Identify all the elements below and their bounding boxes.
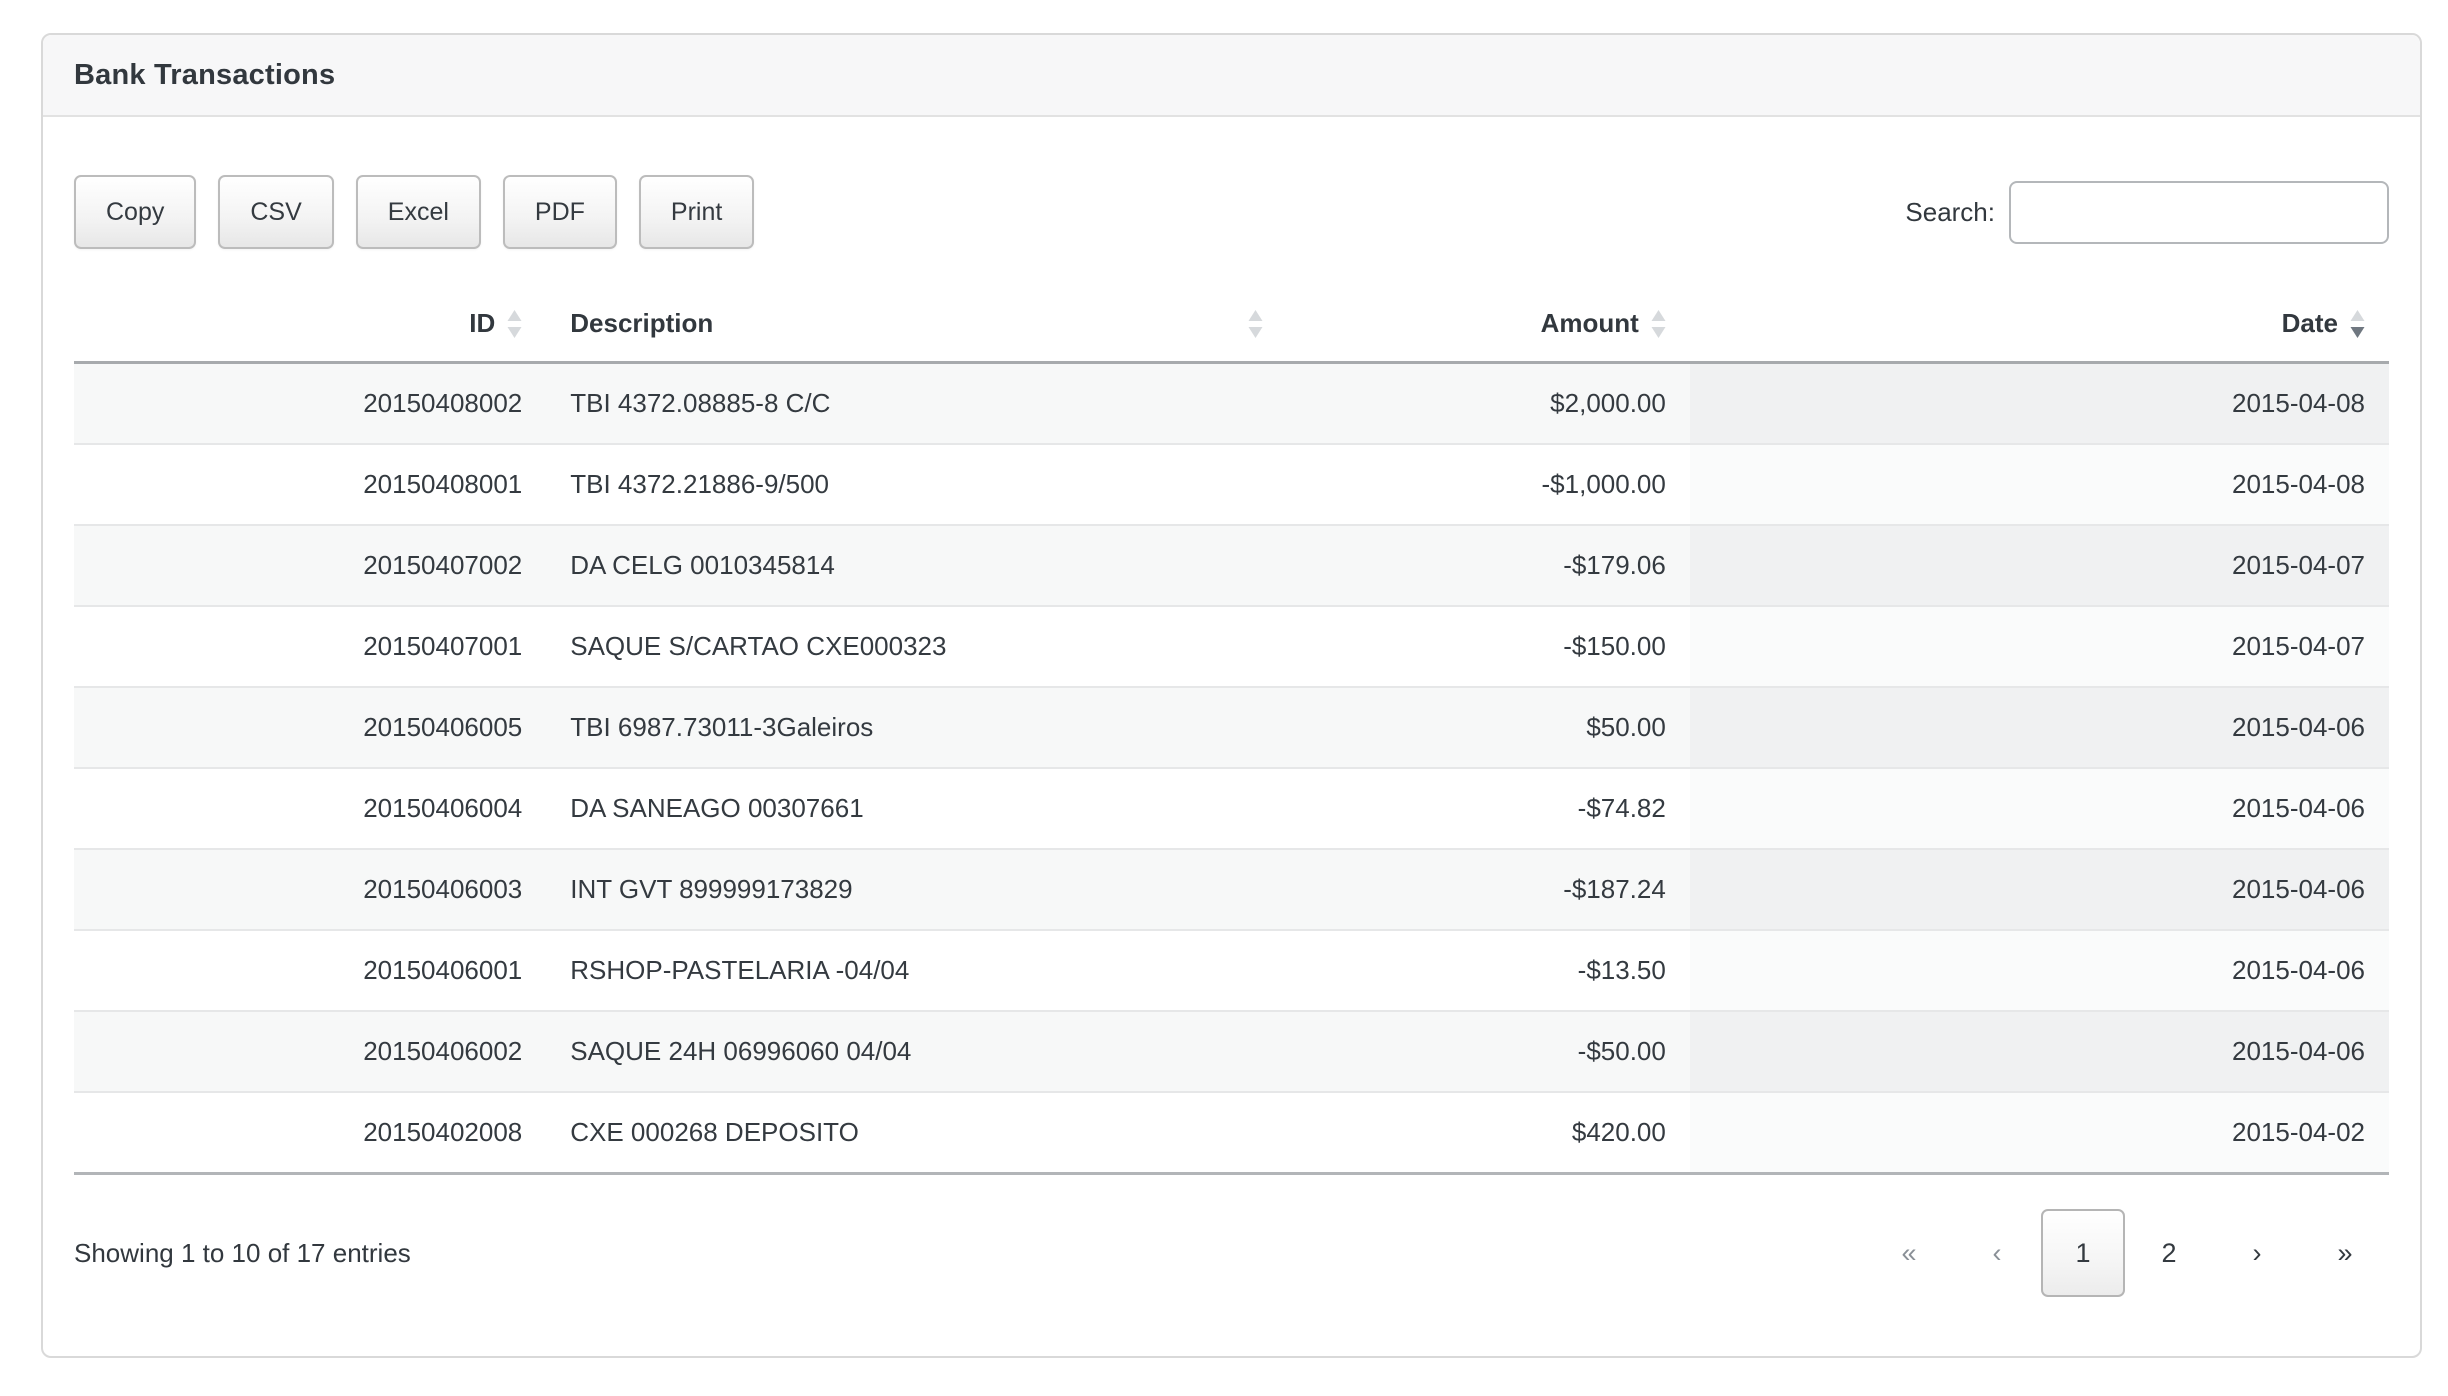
transactions-table: ID Description Amount [74,288,2389,1175]
cell-description: DA SANEAGO 00307661 [546,768,1288,850]
cell-amount: -$13.50 [1287,930,1690,1012]
cell-id: 20150407002 [74,525,547,607]
cell-date: 2015-04-08 [1689,444,2389,526]
table-footer: Showing 1 to 10 of 17 entries « ‹ 1 2 › » [74,1209,2389,1297]
table-row: 20150402008 CXE 000268 DEPOSITO $420.00 201… [74,1092,2389,1175]
column-header-description[interactable]: Description [546,288,1288,364]
cell-amount: -$187.24 [1287,849,1690,931]
cell-amount: -$74.82 [1287,768,1690,850]
cell-date: 2015-04-07 [1689,525,2389,607]
sort-icon [507,309,522,339]
excel-button[interactable]: Excel [355,175,481,249]
cell-date: 2015-04-06 [1689,687,2389,769]
print-button[interactable]: Print [638,175,755,249]
cell-description: CXE 000268 DEPOSITO [546,1092,1288,1175]
pagination: « ‹ 1 2 › » [1865,1209,2389,1297]
table-body: 20150408002 TBI 4372.08885-8 C/C $2,000.00… [74,362,2389,1175]
cell-date: 2015-04-02 [1689,1092,2389,1175]
header-row: ID Description Amount [74,288,2389,364]
cell-id: 20150407001 [74,606,547,688]
column-label-description: Description [570,308,714,338]
pagination-next[interactable]: › [2252,1237,2262,1268]
pagination-first[interactable]: « [1901,1237,1917,1268]
column-label-amount: Amount [1540,308,1639,338]
panel-body: Copy CSV Excel PDF Print Search: ID [43,117,2420,1297]
bank-transactions-panel: Bank Transactions Copy CSV Excel PDF Pri… [41,33,2422,1358]
cell-amount: -$50.00 [1287,1011,1690,1093]
export-button-group: Copy CSV Excel PDF Print [74,175,755,249]
cell-id: 20150406005 [74,687,547,769]
cell-amount: -$1,000.00 [1287,444,1690,526]
table-row: 20150406005 TBI 6987.73011-3Galeiros $50.0… [74,687,2389,769]
table-row: 20150407002 DA CELG 0010345814 -$179.06 201… [74,525,2389,607]
cell-date: 2015-04-06 [1689,849,2389,931]
search-label: Search: [1905,196,1995,227]
pagination-page-2[interactable]: 2 [2161,1237,2177,1268]
column-label-date: Date [2281,308,2338,338]
cell-amount: -$179.06 [1287,525,1690,607]
table-toolbar: Copy CSV Excel PDF Print Search: [74,175,2389,249]
column-header-id[interactable]: ID [74,288,547,364]
cell-amount: $2,000.00 [1287,362,1690,445]
table-row: 20150406002 SAQUE 24H 06996060 04/04 -$50.… [74,1011,2389,1093]
cell-description: SAQUE S/CARTAO CXE000323 [546,606,1288,688]
cell-id: 20150408002 [74,362,547,445]
search-box: Search: [1905,180,2389,244]
table-row: 20150408001 TBI 4372.21886-9/500 -$1,000.0… [74,444,2389,526]
sort-icon [1651,309,1666,339]
cell-amount: -$150.00 [1287,606,1690,688]
panel-header: Bank Transactions [43,35,2420,117]
table-row: 20150406001 RSHOP-PASTELARIA -04/04 -$13.5… [74,930,2389,1012]
cell-date: 2015-04-06 [1689,768,2389,850]
sort-icon [1248,309,1263,339]
cell-description: TBI 6987.73011-3Galeiros [546,687,1288,769]
column-label-id: ID [469,308,496,338]
page-title: Bank Transactions [74,58,336,91]
cell-id: 20150406002 [74,1011,547,1093]
cell-description: TBI 4372.21886-9/500 [546,444,1288,526]
search-input[interactable] [2009,180,2389,244]
cell-id: 20150406003 [74,849,547,931]
cell-amount: $50.00 [1287,687,1690,769]
cell-id: 20150402008 [74,1092,547,1175]
pagination-previous[interactable]: ‹ [1992,1237,2002,1268]
csv-button[interactable]: CSV [218,175,334,249]
cell-description: TBI 4372.08885-8 C/C [546,362,1288,445]
cell-id: 20150406004 [74,768,547,850]
column-header-amount[interactable]: Amount [1287,288,1690,364]
column-header-date[interactable]: Date [1689,288,2389,364]
cell-date: 2015-04-07 [1689,606,2389,688]
cell-amount: $420.00 [1287,1092,1690,1175]
copy-button[interactable]: Copy [74,175,197,249]
entries-info: Showing 1 to 10 of 17 entries [74,1237,411,1268]
cell-description: RSHOP-PASTELARIA -04/04 [546,930,1288,1012]
pdf-button[interactable]: PDF [502,175,617,249]
cell-date: 2015-04-08 [1689,362,2389,445]
pagination-page-1[interactable]: 1 [2041,1209,2125,1297]
table-row: 20150408002 TBI 4372.08885-8 C/C $2,000.00… [74,362,2389,445]
cell-date: 2015-04-06 [1689,930,2389,1012]
pagination-last[interactable]: » [2337,1237,2353,1268]
cell-description: INT GVT 899999173829 [546,849,1288,931]
cell-id: 20150408001 [74,444,547,526]
cell-description: DA CELG 0010345814 [546,525,1288,607]
table-row: 20150406004 DA SANEAGO 00307661 -$74.82 201… [74,768,2389,850]
cell-description: SAQUE 24H 06996060 04/04 [546,1011,1288,1093]
cell-date: 2015-04-06 [1689,1011,2389,1093]
table-row: 20150407001 SAQUE S/CARTAO CXE000323 -$150… [74,606,2389,688]
cell-id: 20150406001 [74,930,547,1012]
sort-icon [2350,309,2365,339]
table-row: 20150406003 INT GVT 899999173829 -$187.24 2… [74,849,2389,931]
